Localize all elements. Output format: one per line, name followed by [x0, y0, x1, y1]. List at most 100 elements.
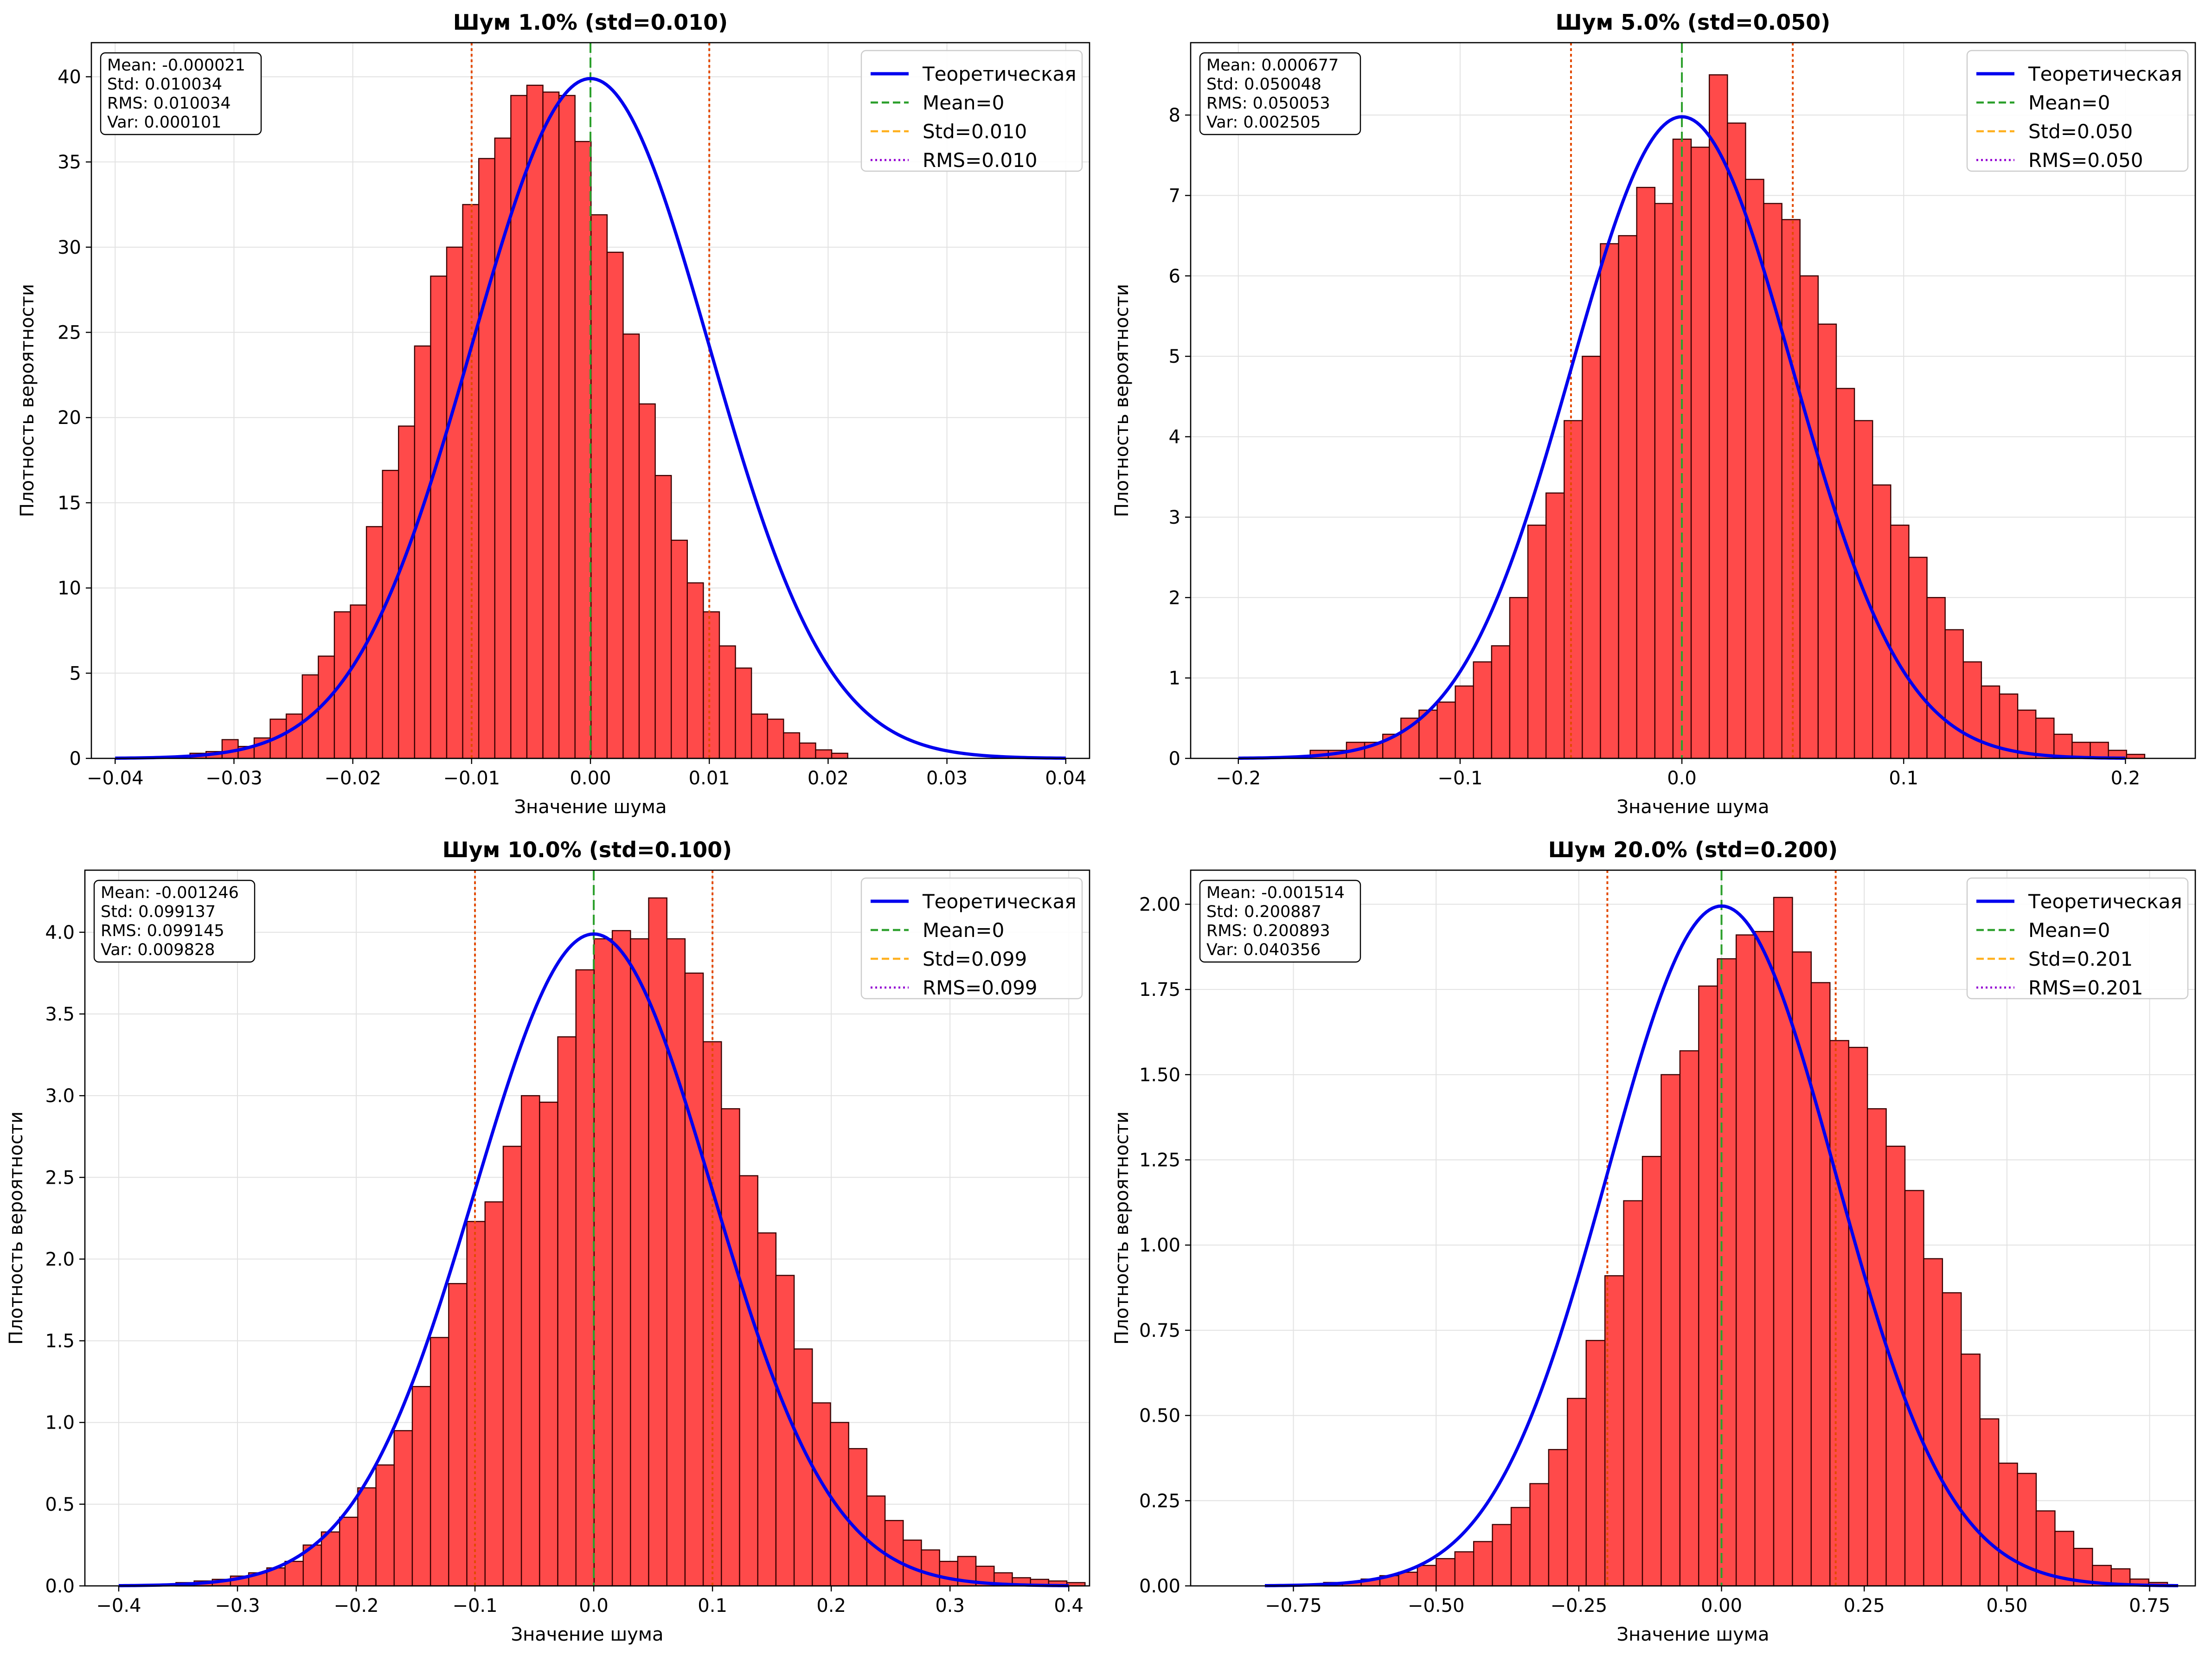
stats-line: Mean: -0.001514: [1206, 884, 1345, 902]
chart-title: Шум 10.0% (std=0.100): [442, 837, 732, 862]
y-axis-label: Плотность вероятности: [17, 284, 38, 517]
x-axis-label: Значение шума: [1617, 1624, 1770, 1645]
histogram-bar: [1811, 982, 1830, 1586]
y-tick-label: 0.75: [1139, 1320, 1180, 1341]
histogram-bar: [394, 1430, 412, 1586]
histogram-bar: [719, 646, 736, 758]
y-tick-label: 4.0: [45, 922, 75, 943]
histogram-bar: [1800, 276, 1818, 758]
histogram-bar: [1455, 1552, 1474, 1586]
histogram-bar: [1691, 147, 1709, 758]
x-tick-label: 0.02: [808, 768, 849, 789]
legend-label: Теоретическая: [922, 890, 1077, 913]
x-axis-label: Значение шума: [511, 1624, 664, 1645]
histogram-bar: [1943, 1293, 1961, 1586]
legend-label: RMS=0.201: [2028, 976, 2143, 999]
histogram-bar: [1961, 1354, 1980, 1586]
legend-label: Теоретическая: [922, 63, 1077, 85]
legend-label: Std=0.201: [2028, 948, 2133, 970]
x-tick-label: 0.01: [689, 768, 730, 789]
histogram-bar: [1836, 388, 1854, 758]
histogram-bar: [1923, 1259, 1942, 1586]
y-tick-label: 0: [1169, 748, 1180, 770]
histogram-bar: [430, 1338, 449, 1586]
stats-box: Mean: 0.000677Std: 0.050048RMS: 0.050053…: [1200, 53, 1360, 135]
histogram-bar: [2090, 742, 2109, 758]
histogram-bar: [543, 92, 559, 758]
x-axis: −0.75 −0.50 −0.25 0.00 0.25 0.50 0.75: [1265, 1586, 2170, 1617]
y-tick-label: 2: [1169, 587, 1180, 609]
histogram-bar: [521, 1096, 539, 1586]
y-tick-label: 0.0: [45, 1576, 75, 1597]
x-tick-label: −0.2: [333, 1595, 378, 1617]
histogram-bar: [398, 426, 415, 758]
legend-label: Теоретическая: [2028, 890, 2182, 913]
histogram-bar: [527, 85, 543, 758]
histogram-bar: [1927, 597, 1945, 758]
chart-title: Шум 1.0% (std=0.010): [453, 10, 728, 35]
x-tick-label: 0.0: [1667, 768, 1697, 789]
stats-line: Std: 0.200887: [1206, 903, 1321, 921]
histogram-bar: [285, 1561, 303, 1586]
legend-label: Теоретическая: [2028, 63, 2182, 85]
histogram-bar: [1492, 646, 1510, 758]
histogram-bar: [832, 753, 848, 758]
x-tick-label: −0.2: [1216, 768, 1261, 789]
y-tick-label: 1.50: [1139, 1065, 1180, 1086]
x-axis-label: Значение шума: [1617, 796, 1770, 818]
histogram-bar: [559, 96, 575, 758]
histogram-bar: [903, 1540, 921, 1586]
y-axis-label: Плотность вероятности: [1111, 1111, 1133, 1345]
y-axis-label: Плотность вероятности: [1111, 284, 1133, 517]
histogram-bar: [1564, 421, 1582, 758]
histogram-bar: [800, 743, 816, 758]
y-tick-label: 6: [1169, 266, 1180, 287]
x-tick-label: 0.4: [1054, 1595, 1084, 1617]
stats-line: Mean: 0.000677: [1206, 56, 1339, 75]
histogram-bar: [1718, 959, 1736, 1586]
y-tick-label: 2.5: [45, 1167, 75, 1188]
histogram-bars: [1310, 75, 2145, 758]
histogram-bar: [1755, 931, 1774, 1586]
x-axis: −0.4 −0.3 −0.2 −0.1 0.0 0.1 0.2 0.3 0.4: [96, 1586, 1084, 1617]
histogram-bar: [366, 526, 383, 758]
histogram-chart: −0.75 −0.50 −0.25 0.00 0.25 0.50 0.750.000.250…: [1106, 828, 2212, 1655]
histogram-bar: [495, 138, 511, 758]
histogram-chart: −0.4 −0.3 −0.2 −0.1 0.0 0.1 0.2 0.3 0.40.00.51.0…: [0, 828, 1106, 1655]
legend-label: RMS=0.010: [923, 149, 1038, 172]
histogram-bar: [776, 1276, 794, 1586]
histogram-bar: [685, 973, 703, 1586]
x-tick-label: 0.1: [698, 1595, 727, 1617]
y-tick-label: 5: [1169, 346, 1180, 367]
histogram-bar: [1655, 204, 1673, 758]
stats-line: RMS: 0.050053: [1206, 94, 1330, 113]
histogram-bar: [830, 1423, 848, 1586]
x-tick-label: 0.2: [816, 1595, 846, 1617]
histogram-bar: [358, 1488, 376, 1586]
histogram-bars: [190, 85, 848, 758]
histogram-bar: [2036, 718, 2054, 758]
histogram-bar: [1436, 1559, 1455, 1586]
histogram-bar: [623, 334, 639, 758]
histogram-bar: [1886, 1146, 1905, 1586]
y-tick-label: 1.75: [1139, 979, 1180, 1001]
histogram-bar: [1867, 1109, 1886, 1586]
chart-panel-noise-1pct: −0.04 −0.03 −0.02 −0.01 0.00 0.01 0.02 0.03 0.04…: [0, 0, 1106, 828]
x-tick-label: −0.25: [1551, 1595, 1608, 1617]
histogram-bar: [1849, 1047, 1867, 1586]
y-tick-label: 2.0: [45, 1249, 75, 1270]
histogram-bar: [740, 1176, 758, 1586]
histogram-bar: [340, 1517, 358, 1586]
y-tick-label: 0.00: [1139, 1576, 1180, 1597]
histogram-bar: [539, 1102, 558, 1586]
x-tick-label: −0.1: [452, 1595, 497, 1617]
histogram-bar: [1709, 75, 1727, 758]
x-tick-label: 0.04: [1045, 768, 1086, 789]
histogram-bar: [467, 1221, 485, 1586]
x-tick-label: 0.50: [1986, 1595, 2027, 1617]
legend-label: Mean=0: [2028, 91, 2110, 114]
histogram-bar: [1474, 1541, 1492, 1586]
histogram-bar: [376, 1465, 394, 1586]
legend-label: Std=0.010: [923, 120, 1027, 143]
histogram-bar: [350, 605, 366, 758]
